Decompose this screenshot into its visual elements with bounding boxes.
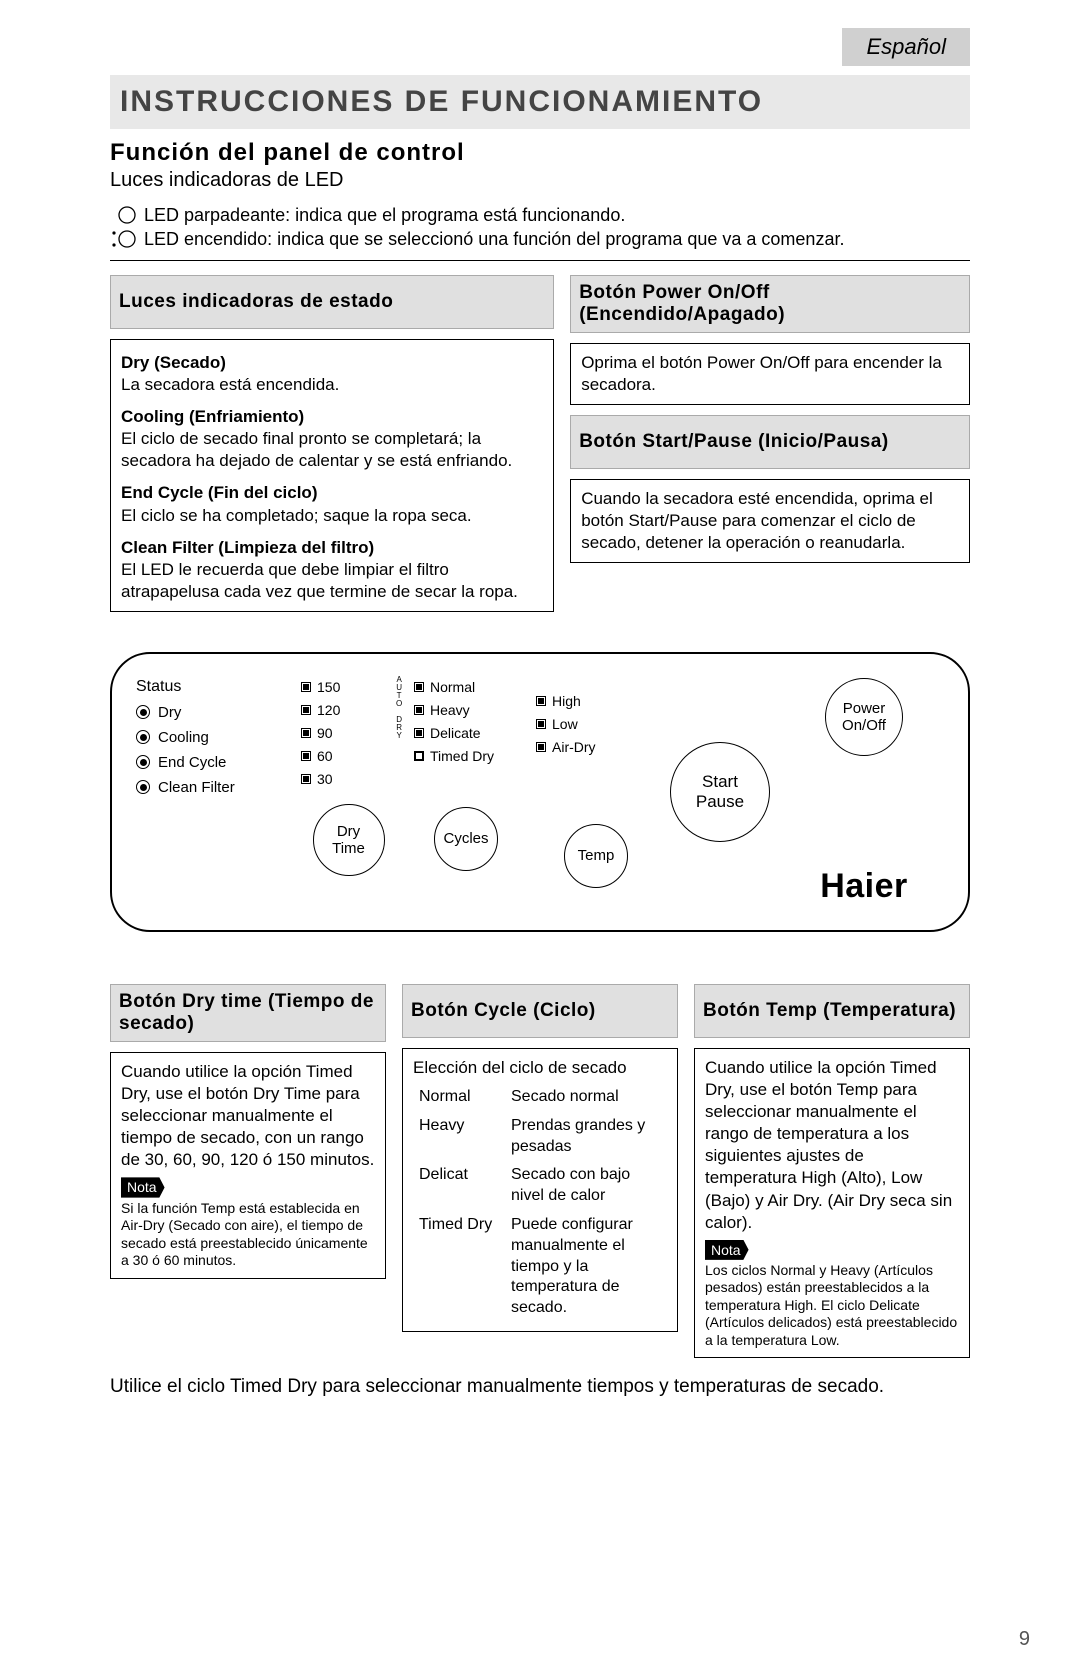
time-150: 150 (317, 679, 340, 695)
temp-high: High (552, 693, 581, 709)
cycle-r1a: Normal (413, 1083, 505, 1112)
drytime-box: Cuando utilice la opción Timed Dry, use … (110, 1052, 386, 1279)
power-knob[interactable]: Power On/Off (825, 678, 903, 756)
status-end-desc: El ciclo se ha completado; saque la ropa… (121, 505, 543, 527)
led-steady-icon (110, 228, 136, 250)
led-section-title: Luces indicadoras de LED (110, 169, 970, 192)
led-blink-icon (110, 204, 136, 226)
status-filter-title: Clean Filter (Limpieza del filtro) (121, 537, 543, 559)
start-pause-label: Start Pause (696, 772, 744, 812)
main-title: INSTRUCCIONES DE FUNCIONAMIENTO (110, 75, 970, 129)
led-steady-text: LED encendido: indica que se seleccionó … (144, 229, 844, 250)
cycle-r2b: Prendas grandes y pesadas (505, 1112, 667, 1162)
subtitle: Función del panel de control (110, 139, 970, 167)
temp-desc: Cuando utilice la opción Timed Dry, use … (705, 1057, 959, 1234)
start-pause-knob[interactable]: Start Pause (670, 742, 770, 842)
cycle-r4a: Timed Dry (413, 1211, 505, 1323)
note-tag-2: Nota (705, 1240, 749, 1260)
time-60: 60 (317, 748, 333, 764)
drytime-desc: Cuando utilice la opción Timed Dry, use … (121, 1061, 375, 1171)
time-30: 30 (317, 771, 333, 787)
brand-logo: Haier (820, 867, 908, 906)
panel-status-endcycle: End Cycle (136, 754, 301, 771)
temp-box: Cuando utilice la opción Timed Dry, use … (694, 1048, 970, 1358)
status-cool-desc: El ciclo de secado final pronto se compl… (121, 428, 543, 472)
cycle-section-head: Botón Cycle (Ciclo) (402, 984, 678, 1038)
panel-status-cleanfilter: Clean Filter (136, 779, 301, 796)
temp-section-head: Botón Temp (Temperatura) (694, 984, 970, 1038)
cycle-r3a: Delicat (413, 1161, 505, 1211)
cycle-intro: Elección del ciclo de secado (413, 1057, 667, 1079)
led-blink-text: LED parpadeante: indica que el programa … (144, 205, 625, 226)
cycle-heavy: Heavy (430, 702, 470, 718)
temp-knob-label: Temp (578, 847, 615, 864)
status-section-head: Luces indicadoras de estado (110, 275, 554, 329)
footer-line: Utilice el ciclo Timed Dry para seleccio… (110, 1376, 970, 1398)
cycle-normal: Normal (430, 679, 475, 695)
status-end-title: End Cycle (Fin del ciclo) (121, 482, 543, 504)
time-120: 120 (317, 702, 340, 718)
temp-low: Low (552, 716, 578, 732)
panel-status-cooling: Cooling (136, 729, 301, 746)
led-legend: LED parpadeante: indica que el programa … (110, 196, 970, 261)
cycles-knob[interactable]: Cycles (434, 807, 498, 871)
power-box: Oprima el botón Power On/Off para encend… (570, 343, 970, 405)
control-panel-diagram: Status Dry Cooling End Cycle Clean Filte… (110, 652, 970, 932)
temp-knob[interactable]: Temp (564, 824, 628, 888)
drytime-section-head: Botón Dry time (Tiempo de secado) (110, 984, 386, 1042)
time-90: 90 (317, 725, 333, 741)
cycle-timeddry: Timed Dry (430, 748, 494, 764)
panel-status-cooling-label: Cooling (158, 729, 209, 746)
start-section-head: Botón Start/Pause (Inicio/Pausa) (570, 415, 970, 469)
drytime-knob[interactable]: Dry Time (313, 804, 385, 876)
cycle-r2a: Heavy (413, 1112, 505, 1162)
panel-status-cleanfilter-label: Clean Filter (158, 779, 235, 796)
drytime-note: Si la función Temp está establecida en A… (121, 1200, 375, 1270)
panel-status-hdr: Status (136, 678, 301, 696)
note-tag-1: Nota (121, 1177, 165, 1197)
status-filter-desc: El LED le recuerda que debe limpiar el f… (121, 559, 543, 603)
panel-status-dry: Dry (136, 704, 301, 721)
cycle-r1b: Secado normal (505, 1083, 667, 1112)
start-box: Cuando la secadora esté encendida, oprim… (570, 479, 970, 563)
cycle-table: NormalSecado normal HeavyPrendas grandes… (413, 1083, 667, 1323)
status-dry-desc: La secadora está encendida. (121, 374, 543, 396)
drytime-knob-label: Dry Time (332, 823, 365, 857)
panel-status-dry-label: Dry (158, 704, 181, 721)
temp-note: Los ciclos Normal y Heavy (Artículos pes… (705, 1262, 959, 1350)
power-section-head: Botón Power On/Off (Encendido/Apagado) (570, 275, 970, 333)
autodry-label: AUTODRY (396, 676, 402, 740)
status-dry-title: Dry (Secado) (121, 352, 543, 374)
power-knob-label: Power On/Off (842, 700, 886, 734)
cycle-r4b: Puede configurar manualmente el tiempo y… (505, 1211, 667, 1323)
language-tab: Español (842, 28, 970, 66)
temp-airdry: Air-Dry (552, 739, 596, 755)
page-number: 9 (1019, 1628, 1030, 1651)
cycle-box: Elección del ciclo de secado NormalSecad… (402, 1048, 678, 1332)
panel-status-endcycle-label: End Cycle (158, 754, 226, 771)
cycles-knob-label: Cycles (443, 830, 488, 847)
status-cool-title: Cooling (Enfriamiento) (121, 406, 543, 428)
cycle-delicate: Delicate (430, 725, 481, 741)
status-box: Dry (Secado) La secadora está encendida.… (110, 339, 554, 612)
cycle-r3b: Secado con bajo nivel de calor (505, 1161, 667, 1211)
